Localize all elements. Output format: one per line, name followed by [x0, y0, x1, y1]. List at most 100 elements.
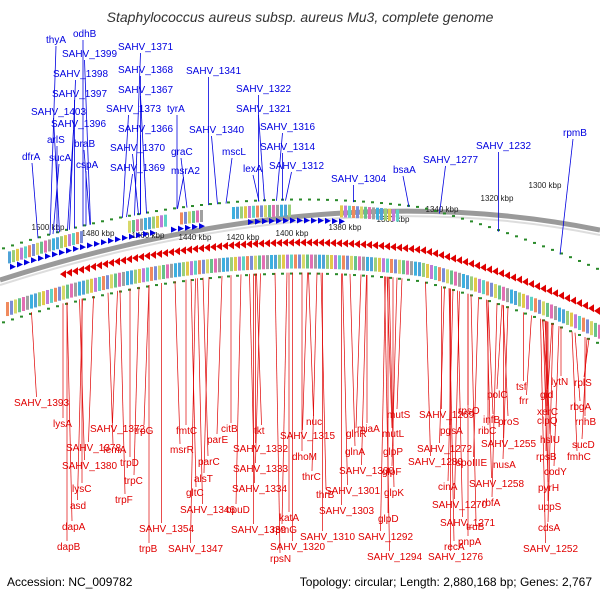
outer-scale-dot — [11, 244, 14, 247]
reverse-feature-block — [146, 267, 149, 282]
reverse-arrow — [384, 242, 390, 251]
reverse-label-line — [581, 337, 588, 440]
outer-scale-dot — [371, 201, 374, 204]
reverse-feature-block — [382, 258, 385, 273]
reverse-feature-block — [54, 287, 57, 302]
reverse-feature-block — [94, 277, 97, 292]
reverse-gene-label: mutL — [382, 429, 405, 440]
outer-scale-dot — [227, 201, 230, 204]
forward-gene-label: SAHV_1340 — [189, 125, 244, 136]
reverse-feature-block — [78, 281, 81, 296]
reverse-label-line — [66, 302, 73, 522]
outer-scale-dot — [515, 235, 518, 238]
forward-label-line — [211, 135, 218, 205]
reverse-gene-label: parC — [198, 457, 220, 468]
reverse-arrow — [516, 275, 522, 284]
reverse-feature-block — [466, 275, 469, 290]
reverse-gene-label: proS — [498, 417, 519, 428]
reverse-feature-block — [582, 317, 585, 332]
forward-feature-block — [260, 205, 263, 218]
outer-scale-dot — [29, 238, 32, 241]
reverse-gene-label: nuc — [306, 417, 322, 428]
reverse-feature-block — [274, 254, 277, 269]
reverse-gene-label: polC — [487, 390, 508, 401]
forward-label-line — [126, 173, 133, 218]
reverse-gene-label: citB — [221, 424, 238, 435]
forward-gene-label: SAHV_1370 — [110, 143, 165, 154]
reverse-gene-label: pyrH — [538, 483, 559, 494]
reverse-gene-label: codY — [544, 467, 567, 478]
forward-gene-label: SAHV_1232 — [476, 141, 531, 152]
reverse-arrow — [294, 238, 300, 247]
reverse-label-line — [203, 277, 210, 474]
inner-scale-dot — [497, 303, 500, 306]
reverse-label-line — [540, 318, 546, 544]
reverse-label-line — [119, 290, 126, 495]
reverse-gene-label: hslU — [540, 435, 560, 446]
reverse-gene-label: SAHV_1270 — [432, 500, 487, 511]
forward-gene-labels: thyA odhB SAHV_1399 SAHV_1398 SAHV_1397 SAHV_… — [22, 29, 587, 185]
reverse-feature-block — [594, 322, 597, 337]
outer-scale-dot — [506, 232, 509, 235]
reverse-gene-label: SAHV_1332 — [233, 444, 288, 455]
forward-arrow — [283, 217, 289, 224]
reverse-gene-label: SAHV_1252 — [523, 544, 578, 555]
forward-gene-label: SAHV_1403 — [31, 107, 86, 118]
reverse-gene-label: alsT — [194, 474, 213, 485]
reverse-label-line — [496, 304, 503, 390]
inner-scale-dot — [542, 319, 545, 322]
reverse-gene-label: cinA — [438, 482, 458, 493]
forward-feature-block — [76, 232, 79, 245]
reverse-feature-block — [486, 281, 489, 296]
outer-scale-dot — [308, 198, 311, 201]
reverse-label-line — [143, 285, 150, 426]
inner-scale-dot — [47, 307, 50, 310]
forward-gene-label: SAHV_1367 — [118, 85, 173, 96]
reverse-feature-block — [142, 268, 145, 283]
inner-scale-dot — [173, 281, 176, 284]
outer-scale-dot — [569, 256, 572, 259]
reverse-feature-block — [210, 258, 213, 273]
reverse-feature-block — [126, 271, 129, 286]
forward-feature-block — [128, 220, 131, 233]
forward-feature-block — [136, 219, 139, 232]
forward-arrow — [178, 225, 184, 232]
reverse-feature-block — [230, 257, 233, 272]
reverse-feature-block — [462, 273, 465, 288]
outer-scale-dot — [443, 212, 446, 215]
reverse-feature-block — [254, 255, 257, 270]
forward-label-line — [83, 149, 91, 225]
reverse-feature-block — [342, 255, 345, 270]
reverse-feature-block — [438, 267, 441, 282]
reverse-label-line — [454, 291, 460, 500]
forward-arrow — [325, 217, 331, 224]
reverse-feature-block — [34, 293, 37, 308]
reverse-arrow — [72, 267, 78, 276]
reverse-gene-label: katA — [279, 513, 299, 524]
reverse-arrow — [120, 256, 126, 265]
map-title: Staphylococcus aureus subsp. aureus Mu3,… — [106, 9, 494, 25]
outer-scale-dot — [335, 199, 338, 202]
reverse-feature-block — [330, 254, 333, 269]
scale-tick-label: 1440 kbp — [179, 233, 212, 242]
reverse-arrow — [348, 239, 354, 248]
inner-scale-dot — [299, 272, 302, 275]
forward-label-line — [122, 114, 129, 218]
reverse-feature-block — [422, 262, 425, 277]
reverse-label-line — [174, 281, 181, 445]
outer-scale-dot — [461, 217, 464, 220]
reverse-gene-label: trpD — [120, 458, 139, 469]
reverse-arrow — [504, 271, 510, 280]
reverse-gene-label: SAHV_1372 — [90, 424, 145, 435]
forward-feature-block — [156, 215, 159, 228]
reverse-arrow — [552, 289, 558, 298]
reverse-feature-block — [590, 321, 593, 336]
reverse-gene-label: SAHV_1347 — [168, 544, 223, 555]
reverse-gene-label: trpC — [124, 476, 143, 487]
forward-arrow — [332, 218, 338, 225]
reverse-arrow — [576, 299, 582, 308]
reverse-feature-block — [234, 256, 237, 271]
forward-feature-block — [140, 218, 143, 231]
reverse-feature-block — [350, 255, 353, 270]
forward-feature-block — [340, 205, 343, 218]
